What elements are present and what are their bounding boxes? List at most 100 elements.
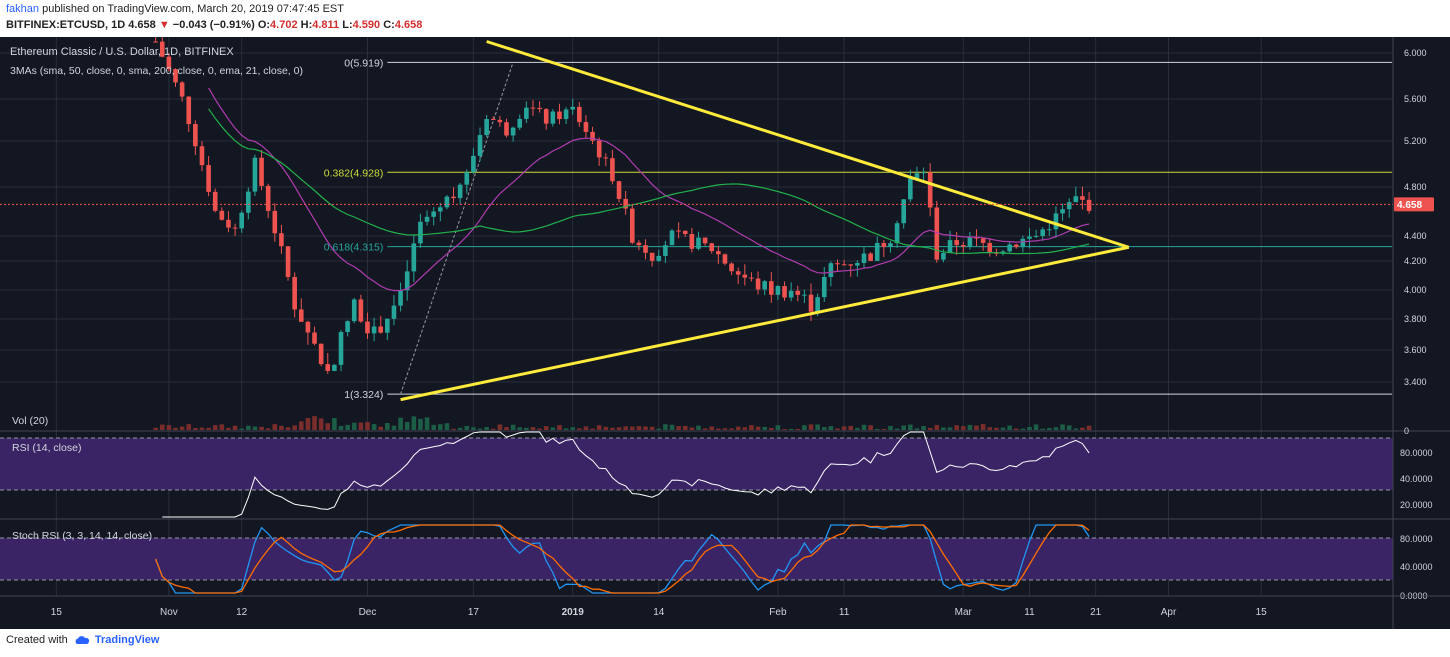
candle-body (815, 297, 820, 312)
volume-bar (173, 427, 178, 430)
fib-level-label: 0.382(4.928) (324, 167, 384, 179)
candle-body (623, 198, 628, 209)
chart-area[interactable]: 0(5.919) 0.382(4.928) 0.618(4.315) 1(3.324)… (0, 37, 1450, 629)
candle-body (696, 237, 701, 249)
candle-body (173, 69, 178, 83)
volume-bar (656, 428, 662, 430)
candle-body (265, 185, 271, 211)
candle-body (1053, 213, 1059, 230)
candle-body (729, 263, 734, 272)
main-pane[interactable]: 0(5.919) 0.382(4.928) 0.618(4.315) 1(3.324)… (0, 37, 1434, 596)
candle-body (795, 290, 801, 295)
volume-bar (570, 427, 575, 430)
rsi-band (0, 438, 1393, 490)
time-tick: Feb (769, 607, 787, 618)
price-tick: 4.800 (1404, 182, 1427, 192)
candle-body (709, 243, 715, 252)
candle-body (835, 263, 840, 265)
volume-bar (391, 425, 397, 430)
candle-body (471, 155, 476, 173)
low-label: L: (342, 19, 353, 31)
volume-bar (908, 424, 913, 430)
candle-body (980, 238, 986, 243)
upper-trendline[interactable] (486, 40, 1130, 249)
rsi-pane[interactable]: RSI (14, close) 80.0000 40.0000 20.0000 (0, 431, 1433, 518)
candle-body (1073, 196, 1079, 203)
candle-body (702, 237, 708, 244)
volume-bar (431, 424, 436, 430)
price-tick: 5.600 (1404, 94, 1427, 104)
volume-bar (530, 427, 536, 430)
volume-bar (1047, 428, 1052, 430)
volume-bar (179, 426, 185, 430)
candle-body (550, 111, 556, 124)
candle-body (497, 119, 503, 123)
time-tick: 12 (236, 607, 248, 618)
candle-body (464, 172, 470, 185)
candle-body (755, 278, 761, 290)
volume-bar (682, 425, 688, 430)
price-axis[interactable]: 6.000 5.600 5.200 4.800 4.400 4.200 4.000 3.800… (1404, 48, 1427, 387)
close-value: 4.658 (394, 19, 423, 31)
candle-body (345, 321, 350, 332)
indicator-label[interactable]: 3MAs (sma, 50, close, 0, sma, 200, close… (10, 65, 303, 77)
lower-trendline[interactable] (400, 245, 1130, 402)
open-label: O: (257, 19, 271, 31)
published-text: published on TradingView.com, March 20, … (42, 3, 344, 15)
time-axis[interactable]: 15 Nov 12 Dec 17 2019 14 Feb 11 Mar 11 21 Apr 15 (51, 607, 1267, 618)
candle-body (418, 221, 423, 244)
volume-pane[interactable]: Vol (20) 0 (12, 415, 1409, 436)
volume-bar (471, 427, 476, 430)
volume-bar (484, 426, 489, 430)
volume-bar (186, 424, 192, 430)
last-price: 4.658 (128, 19, 156, 31)
time-tick: 15 (51, 607, 63, 618)
candle-body (438, 207, 443, 212)
candle-body (510, 127, 516, 136)
candle-body (193, 124, 198, 147)
fib-level-label: 0(5.919) (344, 57, 383, 69)
candle-body (603, 157, 609, 159)
open-value: 4.702 (270, 19, 298, 31)
volume-bar (603, 426, 609, 430)
symbol-line: BITFINEX:ETCUSD, 1D 4.658 ▼ −0.043 (−0.9… (6, 19, 422, 31)
candle-body (186, 96, 192, 125)
volume-bar (226, 427, 231, 430)
candle-body (636, 242, 642, 246)
candle-body (325, 364, 331, 371)
volume-bar (927, 427, 933, 430)
volume-bar (159, 424, 165, 430)
volume-bar (577, 428, 582, 430)
candle-body (563, 109, 569, 120)
candle-body (855, 262, 860, 266)
volume-bar (543, 426, 549, 430)
candle-body (285, 246, 291, 277)
candle-body (908, 178, 913, 200)
candle-body (610, 158, 615, 182)
volume-bar (365, 421, 370, 430)
candle-body (570, 106, 575, 110)
tradingview-brand[interactable]: TradingView (94, 634, 160, 646)
candle-body (742, 274, 748, 278)
volume-bar (888, 425, 893, 430)
candle-body (1066, 202, 1072, 210)
candle-body (782, 286, 787, 298)
publish-line: fakhan published on TradingView.com, Mar… (6, 3, 344, 15)
volume-bar (265, 428, 271, 430)
candle-body (179, 82, 185, 97)
author-name[interactable]: fakhan (6, 3, 40, 15)
candle-body (663, 245, 668, 256)
volume-bar (292, 425, 297, 430)
candle-body (828, 263, 834, 278)
volume-bar (312, 416, 317, 430)
volume-bar (325, 423, 331, 430)
candle-body (451, 196, 456, 199)
volume-bar (193, 428, 198, 430)
candle-body (524, 107, 529, 119)
volume-bar (881, 428, 887, 430)
volume-bar (246, 425, 251, 430)
price-tag: 4.658 (1394, 197, 1434, 212)
footer: Created with TradingView (6, 634, 159, 646)
volume-bar (1027, 426, 1032, 430)
stoch-rsi-pane[interactable]: Stoch RSI (3, 3, 14, 14, close) 80.0000 … (0, 524, 1433, 601)
